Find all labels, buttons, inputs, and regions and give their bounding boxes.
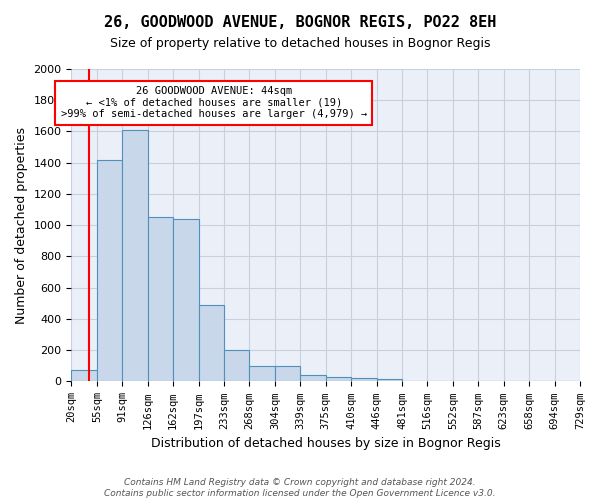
Bar (326, 377, 351, 382)
Bar (377, 379, 402, 382)
Text: Size of property relative to detached houses in Bognor Regis: Size of property relative to detached ho… (110, 38, 490, 51)
Bar (199, 305, 224, 382)
Y-axis label: Number of detached properties: Number of detached properties (15, 126, 28, 324)
Bar (250, 366, 275, 382)
Bar (173, 219, 199, 382)
Bar (148, 218, 173, 382)
Bar (71, 370, 97, 382)
Bar (224, 350, 250, 382)
Bar (275, 366, 300, 382)
Bar (300, 375, 326, 382)
Text: 26 GOODWOOD AVENUE: 44sqm
← <1% of detached houses are smaller (19)
>99% of semi: 26 GOODWOOD AVENUE: 44sqm ← <1% of detac… (61, 86, 367, 120)
Bar (351, 378, 377, 382)
Bar (122, 130, 148, 382)
Text: Contains HM Land Registry data © Crown copyright and database right 2024.
Contai: Contains HM Land Registry data © Crown c… (104, 478, 496, 498)
Text: 26, GOODWOOD AVENUE, BOGNOR REGIS, PO22 8EH: 26, GOODWOOD AVENUE, BOGNOR REGIS, PO22 … (104, 15, 496, 30)
Bar (97, 160, 122, 382)
X-axis label: Distribution of detached houses by size in Bognor Regis: Distribution of detached houses by size … (151, 437, 500, 450)
